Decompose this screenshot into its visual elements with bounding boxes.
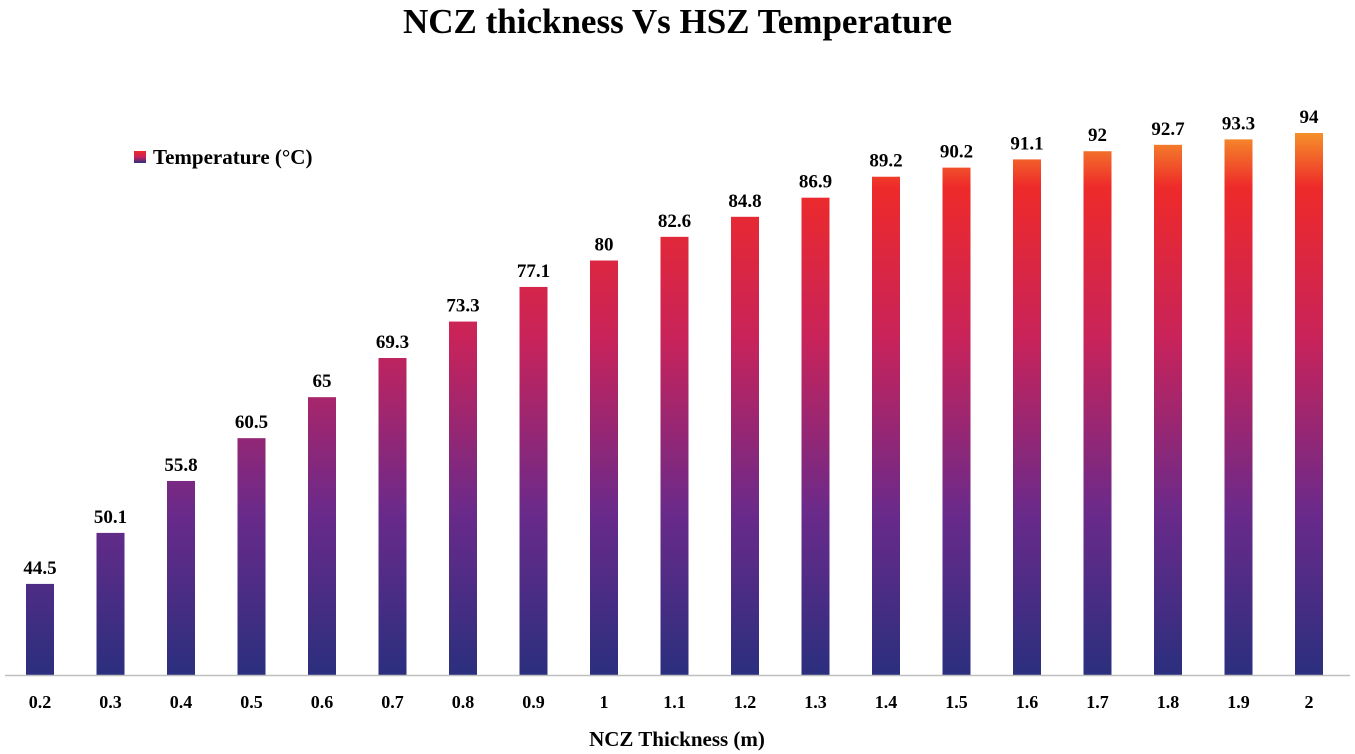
bar-0.5 [237,438,266,675]
bar-0.2 [26,583,54,675]
data-label-2: 94 [1300,107,1320,128]
x-tick-0.5: 0.5 [240,692,263,712]
bar-1.1 [660,236,689,675]
bar-1.5 [942,167,971,676]
bar-1.8 [1154,144,1182,675]
data-label-0.9: 77.1 [517,261,550,282]
legend-label: Temperature (°C) [153,145,312,169]
x-tick-1.1: 1.1 [663,692,686,712]
bar-1.4 [872,176,900,675]
x-tick-0.4: 0.4 [170,692,193,712]
x-tick-1.5: 1.5 [945,692,968,712]
bars-group [26,133,1323,676]
data-label-0.3: 50.1 [94,507,127,528]
bar-1.6 [1013,159,1041,675]
data-label-0.2: 44.5 [23,558,56,579]
data-label-0.5: 60.5 [235,412,268,433]
x-tick-1.3: 1.3 [804,692,827,712]
bar-1.2 [731,216,759,675]
x-tick-1.6: 1.6 [1016,692,1039,712]
bar-0.7 [378,357,407,675]
data-label-1: 80 [595,235,614,256]
x-tick-0.7: 0.7 [381,692,404,712]
bar-0.6 [308,397,336,675]
data-label-1.4: 89.2 [869,151,902,172]
data-label-1.6: 91.1 [1010,133,1043,154]
chart-title: NCZ thickness Vs HSZ Temperature [402,2,953,41]
legend: Temperature (°C) [134,145,312,169]
bar-2 [1295,133,1323,675]
bar-1.3 [801,197,830,675]
x-tick-0.3: 0.3 [99,692,122,712]
x-tick-0.2: 0.2 [29,692,52,712]
legend-swatch [134,151,146,163]
data-label-0.6: 65 [313,371,332,392]
x-tick-1: 1 [600,692,609,712]
data-label-1.5: 90.2 [940,142,973,163]
x-tick-1.2: 1.2 [734,692,757,712]
x-tick-2: 2 [1305,692,1314,712]
data-label-1.9: 93.3 [1222,113,1255,134]
data-label-1.1: 82.6 [658,211,691,232]
x-tick-0.9: 0.9 [522,692,545,712]
bar-0.9 [519,286,548,675]
data-label-0.4: 55.8 [164,455,197,476]
bar-0.3 [96,532,125,675]
x-tick-labels: 0.2 0.3 0.4 0.5 0.6 0.7 0.8 0.9 1 1.1 1.2 1.3 1.4 1.5… [29,692,1314,712]
bar-labels-group: 44.5 50.1 55.8 60.5 65 69.3 73.3 77.1 80 82.6 84.8… [23,107,1319,579]
data-label-1.2: 84.8 [728,191,761,212]
x-tick-1.7: 1.7 [1086,692,1109,712]
data-label-1.3: 86.9 [799,172,832,193]
data-label-1.7: 92 [1088,125,1107,146]
data-label-0.7: 69.3 [376,332,409,353]
x-tick-1.4: 1.4 [875,692,898,712]
x-axis-label: NCZ Thickness (m) [589,727,765,751]
x-tick-1.9: 1.9 [1227,692,1250,712]
bar-1 [590,260,618,675]
bar-1.7 [1083,151,1112,675]
x-tick-1.8: 1.8 [1157,692,1180,712]
x-tick-0.6: 0.6 [311,692,334,712]
bar-0.8 [449,321,477,675]
data-label-0.8: 73.3 [446,296,479,317]
x-tick-0.8: 0.8 [452,692,475,712]
bar-0.4 [167,480,195,675]
data-label-1.8: 92.7 [1151,119,1185,140]
bar-1.9 [1224,139,1253,675]
